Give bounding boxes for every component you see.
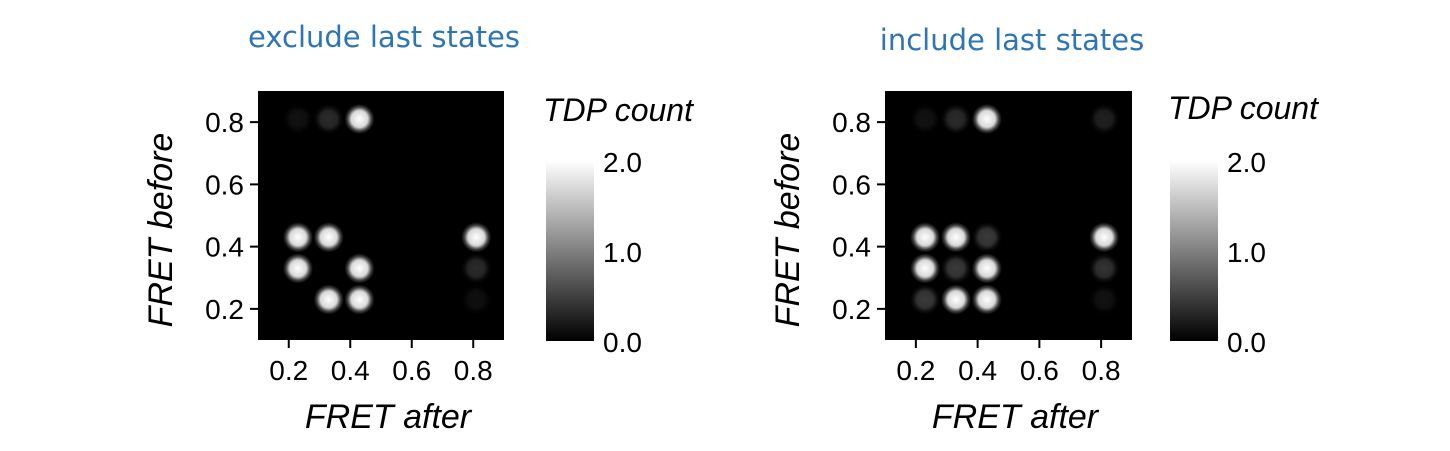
- x-tick-label: 0.6: [1020, 355, 1059, 386]
- chart-title: include last states: [880, 23, 1144, 57]
- y-tick-label: 0.6: [205, 169, 244, 200]
- colorbar-tick-mid: 1.0: [1227, 237, 1266, 268]
- y-tick-label: 0.2: [205, 294, 244, 325]
- heatmap-spot-2: [971, 104, 1002, 134]
- colorbar-label: TDP count: [543, 92, 694, 128]
- x-tick-label: 0.2: [896, 355, 935, 386]
- heatmap-spot-12: [910, 284, 941, 315]
- y-axis-label: FRET before: [769, 133, 807, 328]
- y-tick-label: 0.6: [832, 169, 871, 200]
- y-axis: 0.2 0.4 0.6 0.8: [205, 107, 258, 325]
- y-tick-label: 0.2: [832, 294, 871, 325]
- x-tick-label: 0.8: [1082, 355, 1121, 386]
- heatmap-spot-1: [941, 104, 971, 134]
- x-axis-label: FRET after: [932, 398, 1100, 436]
- heatmap-spot-7: [344, 253, 375, 284]
- heatmap-spots: [283, 104, 492, 315]
- y-axis: 0.2 0.4 0.6 0.8: [832, 107, 885, 325]
- heatmap-spot-4: [910, 222, 941, 253]
- heatmap-spot-9: [941, 253, 971, 284]
- x-axis: 0.2 0.4 0.6 0.8: [269, 340, 493, 386]
- x-tick-label: 0.4: [331, 355, 370, 386]
- y-tick-label: 0.4: [205, 232, 244, 263]
- heatmap-spot-5: [941, 222, 971, 253]
- heatmap-spot-4: [313, 222, 344, 253]
- colorbar: [546, 161, 594, 341]
- y-axis-label: FRET before: [142, 133, 180, 328]
- heatmap-spot-6: [283, 253, 313, 284]
- x-axis: 0.2 0.4 0.6 0.8: [896, 340, 1121, 386]
- y-tick-label: 0.8: [832, 107, 871, 138]
- heatmap-spot-10: [344, 284, 375, 315]
- colorbar-tick-max: 2.0: [603, 147, 642, 178]
- chart-title: exclude last states: [248, 20, 520, 54]
- heatmap-spot-11: [1089, 253, 1120, 284]
- colorbar-tick-min: 0.0: [603, 327, 642, 358]
- heatmap-spot-0: [910, 104, 941, 134]
- heatmap-spot-15: [1089, 284, 1120, 315]
- heatmap-spots: [910, 104, 1120, 315]
- x-tick-label: 0.8: [454, 355, 493, 386]
- heatmap-spot-2: [344, 104, 375, 134]
- x-tick-label: 0.2: [269, 355, 308, 386]
- colorbar-tick-max: 2.0: [1227, 147, 1266, 178]
- heatmap-spot-14: [971, 284, 1002, 315]
- heatmap-spot-9: [313, 284, 344, 315]
- heatmap-spot-0: [283, 104, 313, 134]
- colorbar-tick-min: 0.0: [1227, 327, 1266, 358]
- heatmap-panel-exclude: exclude last states 0.2 0.4 0.6 0.8 0.20.40…: [142, 20, 694, 436]
- heatmap-panel-include: include last states 0.2 0.4 0.6 0.8 0.20.40…: [769, 23, 1319, 436]
- colorbar-label: TDP count: [1168, 90, 1319, 126]
- heatmap-spot-6: [971, 222, 1002, 253]
- x-tick-label: 0.6: [392, 355, 431, 386]
- heatmap-spot-3: [283, 222, 313, 253]
- y-tick-label: 0.4: [832, 232, 871, 263]
- colorbar-tick-mid: 1.0: [603, 237, 642, 268]
- heatmap-spot-7: [1089, 222, 1120, 253]
- heatmap-spot-8: [461, 253, 492, 284]
- heatmap-spot-11: [461, 284, 492, 315]
- heatmap-spot-13: [941, 284, 971, 315]
- heatmap-spot-10: [971, 253, 1002, 284]
- x-axis-label: FRET after: [305, 398, 473, 436]
- x-tick-label: 0.4: [958, 355, 997, 386]
- heatmap-spot-1: [313, 104, 344, 134]
- y-tick-label: 0.8: [205, 107, 244, 138]
- heatmap-spot-5: [461, 222, 492, 253]
- colorbar: [1170, 161, 1218, 341]
- heatmap-spot-3: [1089, 104, 1120, 134]
- heatmap-spot-8: [910, 253, 941, 284]
